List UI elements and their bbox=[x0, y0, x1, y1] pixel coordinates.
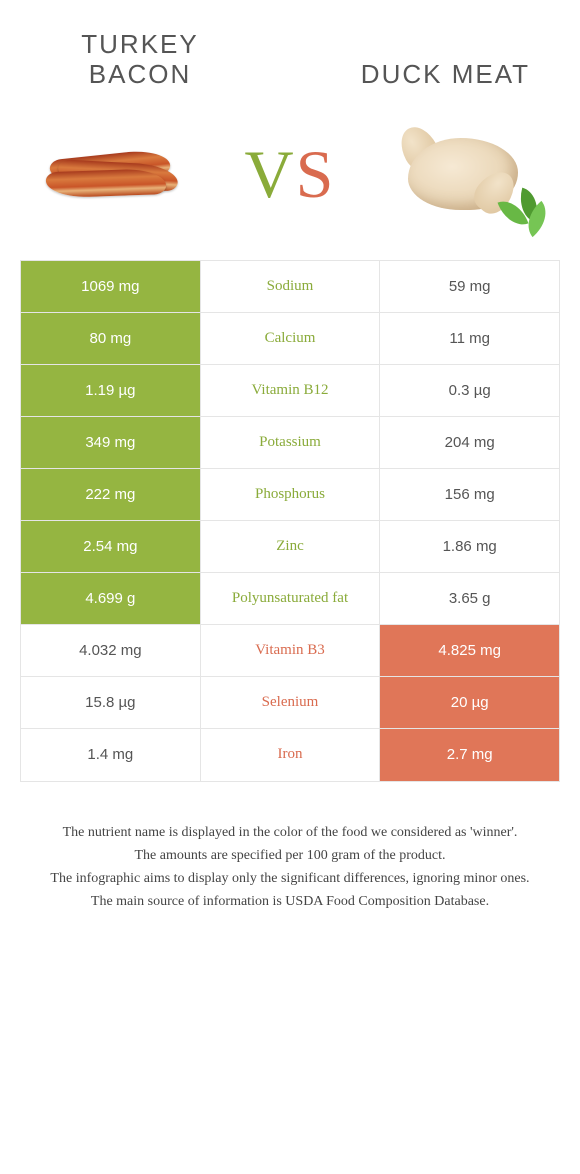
cell-right: 59 mg bbox=[380, 261, 559, 312]
cell-right: 11 mg bbox=[380, 313, 559, 364]
footnote-line: The infographic aims to display only the… bbox=[30, 868, 550, 889]
cell-right: 156 mg bbox=[380, 469, 559, 520]
cell-nutrient: Vitamin B3 bbox=[201, 625, 381, 676]
table-row: 1069 mgSodium59 mg bbox=[21, 261, 559, 313]
cell-left: 4.699 g bbox=[21, 573, 201, 624]
cell-left: 80 mg bbox=[21, 313, 201, 364]
cell-nutrient: Calcium bbox=[201, 313, 381, 364]
bacon-image bbox=[30, 120, 190, 230]
header: TURKEYBACON DUCK MEAT bbox=[0, 0, 580, 100]
cell-right: 3.65 g bbox=[380, 573, 559, 624]
cell-nutrient: Iron bbox=[201, 729, 381, 781]
cell-nutrient: Polyunsaturated fat bbox=[201, 573, 381, 624]
duck-image bbox=[390, 120, 550, 230]
cell-right: 2.7 mg bbox=[380, 729, 559, 781]
cell-left: 1069 mg bbox=[21, 261, 201, 312]
cell-nutrient: Sodium bbox=[201, 261, 381, 312]
table-row: 349 mgPotassium204 mg bbox=[21, 417, 559, 469]
table-row: 1.19 µgVitamin B120.3 µg bbox=[21, 365, 559, 417]
table-row: 80 mgCalcium11 mg bbox=[21, 313, 559, 365]
nutrient-table: 1069 mgSodium59 mg80 mgCalcium11 mg1.19 … bbox=[20, 260, 560, 782]
cell-left: 349 mg bbox=[21, 417, 201, 468]
cell-left: 222 mg bbox=[21, 469, 201, 520]
footnotes: The nutrient name is displayed in the co… bbox=[0, 782, 580, 934]
table-row: 2.54 mgZinc1.86 mg bbox=[21, 521, 559, 573]
footnote-line: The main source of information is USDA F… bbox=[30, 891, 550, 912]
cell-left: 15.8 µg bbox=[21, 677, 201, 728]
vs-label: VS bbox=[245, 135, 336, 214]
vs-s: S bbox=[296, 136, 336, 212]
title-right: DUCK MEAT bbox=[310, 60, 530, 90]
cell-nutrient: Phosphorus bbox=[201, 469, 381, 520]
vs-v: V bbox=[245, 136, 296, 212]
table-row: 222 mgPhosphorus156 mg bbox=[21, 469, 559, 521]
cell-right: 20 µg bbox=[380, 677, 559, 728]
footnote-line: The amounts are specified per 100 gram o… bbox=[30, 845, 550, 866]
table-row: 1.4 mgIron2.7 mg bbox=[21, 729, 559, 781]
cell-left: 1.19 µg bbox=[21, 365, 201, 416]
cell-left: 4.032 mg bbox=[21, 625, 201, 676]
cell-nutrient: Potassium bbox=[201, 417, 381, 468]
cell-nutrient: Vitamin B12 bbox=[201, 365, 381, 416]
table-row: 4.699 gPolyunsaturated fat3.65 g bbox=[21, 573, 559, 625]
images-row: VS bbox=[0, 100, 580, 260]
cell-nutrient: Zinc bbox=[201, 521, 381, 572]
cell-right: 1.86 mg bbox=[380, 521, 559, 572]
title-left: TURKEYBACON bbox=[50, 30, 230, 90]
cell-right: 204 mg bbox=[380, 417, 559, 468]
footnote-line: The nutrient name is displayed in the co… bbox=[30, 822, 550, 843]
cell-left: 2.54 mg bbox=[21, 521, 201, 572]
cell-right: 0.3 µg bbox=[380, 365, 559, 416]
cell-right: 4.825 mg bbox=[380, 625, 559, 676]
table-row: 15.8 µgSelenium20 µg bbox=[21, 677, 559, 729]
table-row: 4.032 mgVitamin B34.825 mg bbox=[21, 625, 559, 677]
cell-left: 1.4 mg bbox=[21, 729, 201, 781]
cell-nutrient: Selenium bbox=[201, 677, 381, 728]
